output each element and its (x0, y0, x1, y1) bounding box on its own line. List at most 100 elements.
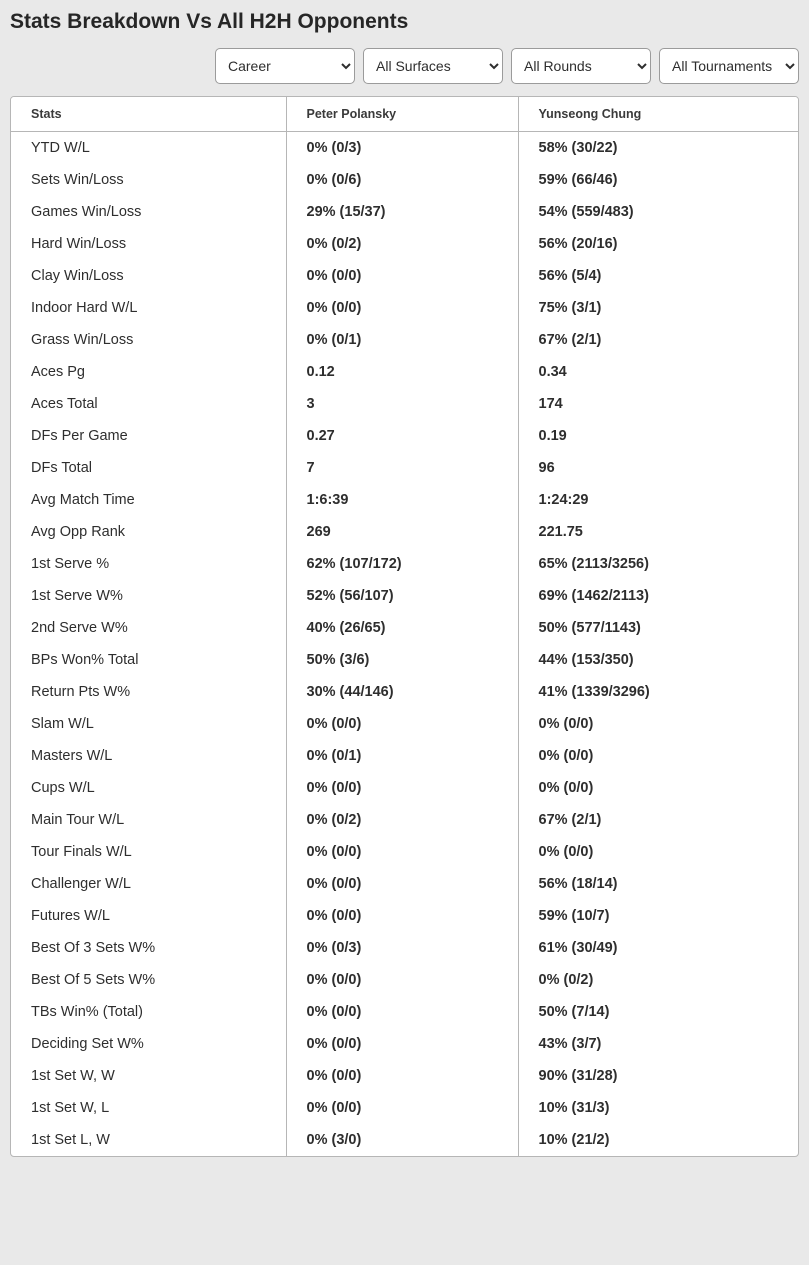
table-row: Sets Win/Loss0% (0/6)59% (66/46) (11, 164, 798, 196)
stat-label: 1st Set W, W (11, 1060, 286, 1092)
stat-label: 1st Serve W% (11, 580, 286, 612)
stat-label: Return Pts W% (11, 676, 286, 708)
player1-value: 40% (26/65) (286, 612, 518, 644)
stat-label: Best Of 3 Sets W% (11, 932, 286, 964)
player1-value: 0% (3/0) (286, 1124, 518, 1156)
tournaments-select[interactable]: All Tournaments (659, 48, 799, 84)
table-row: Main Tour W/L0% (0/2)67% (2/1) (11, 804, 798, 836)
col-header-stats: Stats (11, 97, 286, 132)
player1-value: 0% (0/0) (286, 1028, 518, 1060)
stat-label: Avg Match Time (11, 484, 286, 516)
stat-label: Indoor Hard W/L (11, 292, 286, 324)
table-row: Futures W/L0% (0/0)59% (10/7) (11, 900, 798, 932)
table-row: 1st Set L, W0% (3/0)10% (21/2) (11, 1124, 798, 1156)
stat-label: Cups W/L (11, 772, 286, 804)
table-row: Games Win/Loss29% (15/37)54% (559/483) (11, 196, 798, 228)
player2-value: 67% (2/1) (518, 324, 798, 356)
stat-label: Slam W/L (11, 708, 286, 740)
player2-value: 0% (0/0) (518, 772, 798, 804)
table-row: Challenger W/L0% (0/0)56% (18/14) (11, 868, 798, 900)
player1-value: 0.12 (286, 356, 518, 388)
player1-value: 269 (286, 516, 518, 548)
player2-value: 0% (0/0) (518, 836, 798, 868)
table-row: DFs Per Game0.270.19 (11, 420, 798, 452)
stat-label: DFs Per Game (11, 420, 286, 452)
player1-value: 0% (0/0) (286, 836, 518, 868)
player2-value: 0% (0/0) (518, 708, 798, 740)
player1-value: 62% (107/172) (286, 548, 518, 580)
player1-value: 0% (0/0) (286, 772, 518, 804)
stats-table-container: Stats Peter Polansky Yunseong Chung YTD … (10, 96, 799, 1157)
table-row: BPs Won% Total50% (3/6)44% (153/350) (11, 644, 798, 676)
player1-value: 29% (15/37) (286, 196, 518, 228)
player2-value: 69% (1462/2113) (518, 580, 798, 612)
filters-row: Career All Surfaces All Rounds All Tourn… (10, 48, 799, 84)
player1-value: 0% (0/0) (286, 260, 518, 292)
player1-value: 3 (286, 388, 518, 420)
table-header-row: Stats Peter Polansky Yunseong Chung (11, 97, 798, 132)
player2-value: 1:24:29 (518, 484, 798, 516)
table-row: Grass Win/Loss0% (0/1)67% (2/1) (11, 324, 798, 356)
player1-value: 0% (0/2) (286, 228, 518, 260)
stat-label: 1st Set W, L (11, 1092, 286, 1124)
stat-label: 1st Set L, W (11, 1124, 286, 1156)
player1-value: 0% (0/0) (286, 1092, 518, 1124)
table-row: Best Of 3 Sets W%0% (0/3)61% (30/49) (11, 932, 798, 964)
player2-value: 50% (7/14) (518, 996, 798, 1028)
table-row: Tour Finals W/L0% (0/0)0% (0/0) (11, 836, 798, 868)
player2-value: 54% (559/483) (518, 196, 798, 228)
player1-value: 52% (56/107) (286, 580, 518, 612)
surfaces-select[interactable]: All Surfaces (363, 48, 503, 84)
stat-label: Main Tour W/L (11, 804, 286, 836)
player1-value: 0.27 (286, 420, 518, 452)
stat-label: Aces Total (11, 388, 286, 420)
player1-value: 1:6:39 (286, 484, 518, 516)
career-select[interactable]: Career (215, 48, 355, 84)
table-row: YTD W/L0% (0/3)58% (30/22) (11, 132, 798, 165)
stats-table: Stats Peter Polansky Yunseong Chung YTD … (11, 97, 798, 1156)
player2-value: 67% (2/1) (518, 804, 798, 836)
table-row: Return Pts W%30% (44/146)41% (1339/3296) (11, 676, 798, 708)
player2-value: 56% (20/16) (518, 228, 798, 260)
player2-value: 43% (3/7) (518, 1028, 798, 1060)
player1-value: 0% (0/1) (286, 740, 518, 772)
table-row: Aces Total3174 (11, 388, 798, 420)
stat-label: Masters W/L (11, 740, 286, 772)
table-row: Aces Pg0.120.34 (11, 356, 798, 388)
table-row: 1st Set W, L0% (0/0)10% (31/3) (11, 1092, 798, 1124)
stat-label: Aces Pg (11, 356, 286, 388)
player2-value: 0% (0/0) (518, 740, 798, 772)
player2-value: 174 (518, 388, 798, 420)
player1-value: 0% (0/3) (286, 932, 518, 964)
stat-label: BPs Won% Total (11, 644, 286, 676)
table-row: Cups W/L0% (0/0)0% (0/0) (11, 772, 798, 804)
stat-label: 2nd Serve W% (11, 612, 286, 644)
table-row: Hard Win/Loss0% (0/2)56% (20/16) (11, 228, 798, 260)
player2-value: 10% (21/2) (518, 1124, 798, 1156)
stat-label: Avg Opp Rank (11, 516, 286, 548)
player2-value: 50% (577/1143) (518, 612, 798, 644)
table-row: 2nd Serve W%40% (26/65)50% (577/1143) (11, 612, 798, 644)
stat-label: Hard Win/Loss (11, 228, 286, 260)
table-row: Avg Opp Rank269221.75 (11, 516, 798, 548)
player1-value: 50% (3/6) (286, 644, 518, 676)
rounds-select[interactable]: All Rounds (511, 48, 651, 84)
player2-value: 58% (30/22) (518, 132, 798, 165)
player2-value: 10% (31/3) (518, 1092, 798, 1124)
col-header-player2: Yunseong Chung (518, 97, 798, 132)
player1-value: 0% (0/0) (286, 964, 518, 996)
table-row: 1st Serve W%52% (56/107)69% (1462/2113) (11, 580, 798, 612)
player1-value: 0% (0/0) (286, 900, 518, 932)
table-row: 1st Serve %62% (107/172)65% (2113/3256) (11, 548, 798, 580)
player1-value: 7 (286, 452, 518, 484)
table-row: 1st Set W, W0% (0/0)90% (31/28) (11, 1060, 798, 1092)
player2-value: 0.19 (518, 420, 798, 452)
player1-value: 0% (0/0) (286, 292, 518, 324)
player2-value: 56% (18/14) (518, 868, 798, 900)
stat-label: Deciding Set W% (11, 1028, 286, 1060)
player2-value: 96 (518, 452, 798, 484)
stat-label: TBs Win% (Total) (11, 996, 286, 1028)
player1-value: 0% (0/0) (286, 1060, 518, 1092)
player2-value: 90% (31/28) (518, 1060, 798, 1092)
stat-label: Clay Win/Loss (11, 260, 286, 292)
